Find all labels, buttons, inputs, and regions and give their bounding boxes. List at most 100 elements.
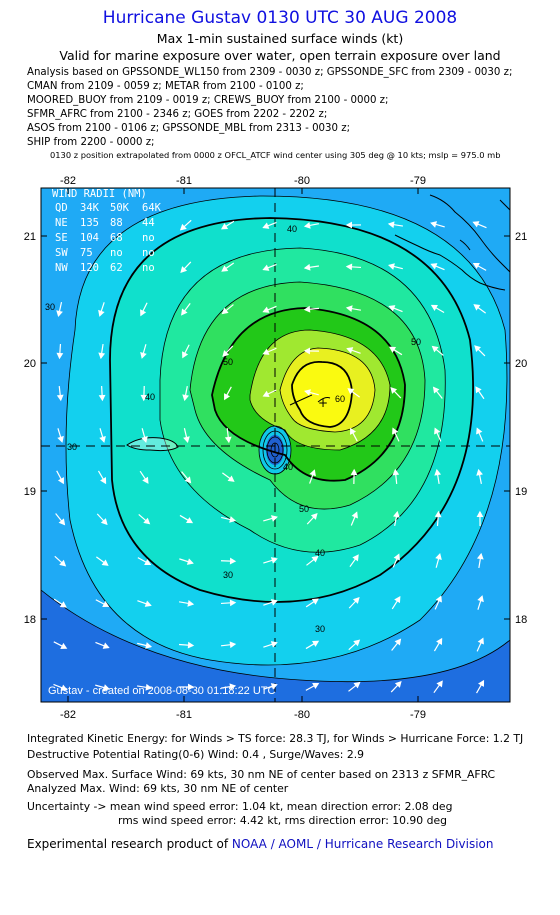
wind-arrow-head [347, 388, 355, 395]
wind-arrow-head [270, 557, 278, 564]
wind-arrow-head [182, 394, 189, 402]
wind-arrow-head [229, 516, 237, 523]
lat-tick-label-left: 18 [24, 614, 36, 626]
wind-arrow-head [303, 347, 311, 355]
isotach-60 [279, 347, 376, 433]
analysis-line: CMAN from 2109 - 0059 z; METAR from 2100… [27, 81, 304, 92]
wind-arrow-head [101, 559, 109, 566]
wind-arrow-head [309, 469, 316, 477]
max-wind-marker: + [318, 396, 328, 410]
wind-arrow-head [60, 684, 68, 691]
cuba-coast [429, 194, 510, 273]
wind-arrow-head [393, 510, 400, 518]
wind-arrow-head [181, 308, 188, 316]
analyzed-max-text: Analyzed Max. Wind: 69 kts, 30 nm NE of … [27, 782, 289, 795]
wind-radii-cell: 88 [110, 217, 123, 229]
wind-arrow-head [57, 477, 64, 485]
wind-arrow-head [184, 476, 192, 484]
lat-tick-label-right: 18 [515, 614, 527, 626]
wind-arrow-head [345, 221, 353, 229]
wind-arrow-head [312, 683, 320, 690]
isotach-20 [41, 589, 510, 683]
isotach-34 [109, 217, 474, 603]
wind-arrow-head [352, 596, 360, 604]
coastlines [126, 194, 510, 452]
wind-radii-header-cell: 34K [80, 202, 100, 214]
validity-note: Valid for marine exposure over water, op… [59, 48, 501, 63]
wind-radii-header-cell: QD [55, 202, 68, 214]
wind-arrow-head [435, 595, 442, 603]
wind-arrow-head [303, 222, 311, 229]
contour-label-layer: 30 30 30 30 40 40 40 40 50 50 50 60 [45, 224, 421, 634]
wind-arrow-head [179, 223, 187, 231]
wind-vectors [53, 219, 487, 694]
contour-label: 40 [283, 462, 293, 472]
wind-contours: + 30 30 30 30 40 40 40 40 50 50 50 60 [41, 188, 510, 702]
wind-arrow-head [476, 427, 483, 435]
wind-radii-cell: 104 [80, 232, 99, 244]
wind-arrow-head [262, 306, 270, 313]
product-prefix: Experimental research product of [27, 837, 232, 851]
lat-tick-label-right: 19 [515, 486, 527, 498]
isotach-40 [159, 247, 446, 553]
lon-tick-label-top: -81 [176, 175, 192, 187]
wind-arrow-head [472, 221, 480, 228]
wind-arrow-head [430, 304, 438, 311]
wind-arrow-head [98, 352, 106, 360]
contour-label: 30 [315, 624, 325, 634]
wind-arrow-head [224, 436, 232, 444]
wind-radii-title: WIND RADII (NM) [52, 188, 147, 200]
wind-arrow-head [60, 642, 68, 649]
wind-arrow-head [144, 558, 152, 565]
wind-arrow-head [388, 346, 397, 353]
hrd-link[interactable]: NOAA / AOML / Hurricane Research Divisio… [231, 837, 494, 851]
lon-tick-label-top: -82 [60, 175, 76, 187]
wind-arrow-head [262, 348, 270, 355]
wind-arrow-head [100, 518, 108, 526]
wind-arrow-head [475, 386, 482, 394]
wind-arrow-head [434, 468, 442, 476]
contour-label: 40 [145, 392, 155, 402]
contour-label: 50 [223, 357, 233, 367]
wind-arrow-head [183, 436, 190, 444]
cuba-coast [499, 199, 510, 211]
wind-arrow-head [227, 475, 235, 482]
wind-radii-cell: 120 [80, 262, 99, 274]
lon-tick-label-bottom: -82 [60, 709, 76, 720]
wind-arrow-head [311, 640, 320, 647]
wind-arrow-head [432, 386, 440, 394]
wind-arrow-head [303, 263, 311, 271]
wind-arrow-head [392, 468, 400, 476]
wind-arrow-head [262, 264, 270, 271]
wind-arrow-head [304, 389, 311, 396]
wind-arrow-head [270, 599, 278, 606]
wind-arrow-head [56, 394, 64, 402]
isotach-45 [189, 281, 426, 510]
uncertainty-mean-text: Uncertainty -> mean wind speed error: 1.… [27, 800, 453, 813]
wind-arrow-head [229, 557, 237, 565]
wind-arrow-head [59, 559, 67, 567]
wind-arrow-head [351, 511, 358, 519]
wind-arrow-head [350, 427, 357, 435]
isotach-64 [291, 361, 353, 428]
analysis-line: Analysis based on GPSSONDE_WL150 from 23… [27, 67, 513, 78]
wind-arrow-head [476, 468, 483, 476]
wind-field-map: + 30 30 30 30 40 40 40 40 50 50 50 60 WIND RADII (N… [24, 175, 528, 720]
wind-arrow-head [350, 468, 358, 476]
wind-arrow-head [185, 517, 194, 524]
wind-arrow-head [270, 683, 278, 690]
wind-arrow-head [262, 222, 270, 229]
wind-radii-cell: 44 [142, 217, 155, 229]
cayman-coast [317, 397, 331, 403]
wind-radii-cell: no [142, 262, 155, 274]
uncertainty-rms-text: rms wind speed error: 4.42 kt, rms direc… [118, 814, 447, 827]
wind-arrow-head [224, 393, 231, 401]
contour-label: 60 [335, 394, 345, 404]
wind-arrow-head [311, 555, 319, 563]
isotach-55 [249, 329, 391, 451]
wind-arrow-head [142, 476, 149, 484]
analysis-line: SHIP from 2200 - 0000 z; [27, 137, 155, 148]
wind-arrow-head [477, 637, 484, 645]
analysis-line: ASOS from 2100 - 0106 z; GPSSONDE_MBL fr… [27, 123, 351, 134]
isotach-30 [65, 195, 508, 666]
